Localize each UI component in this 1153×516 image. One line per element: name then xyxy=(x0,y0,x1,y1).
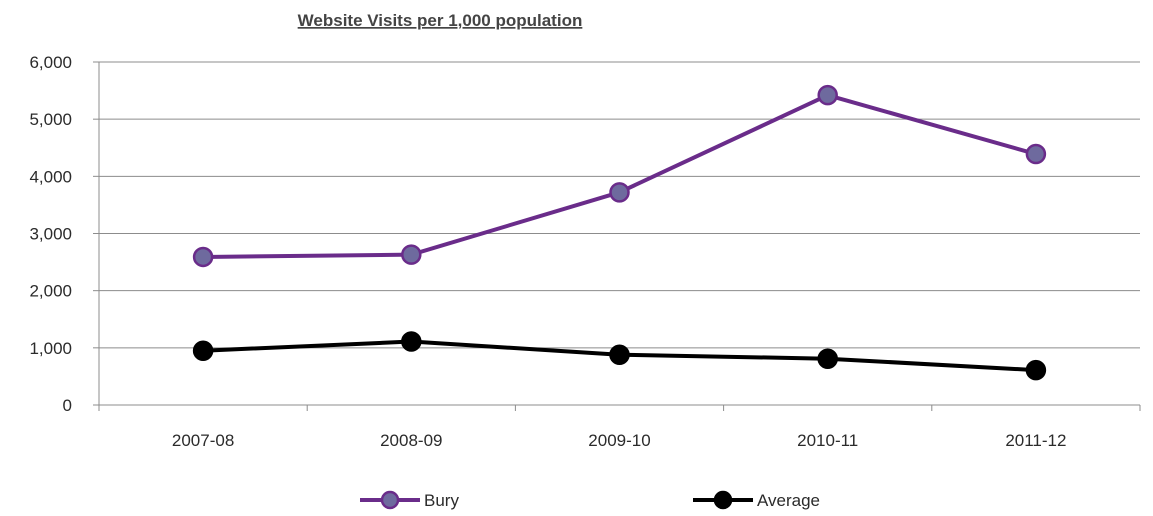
data-point xyxy=(817,84,838,106)
y-tick-label: 4,000 xyxy=(29,167,72,186)
data-point xyxy=(192,340,214,361)
x-tick-label: 2010-11 xyxy=(797,431,858,450)
axes xyxy=(93,61,1141,411)
legend-marker xyxy=(713,490,733,510)
x-axis-tick-labels: 2007-08 2008-09 2009-10 2010-11 2011-12 xyxy=(172,431,1067,450)
x-tick-label: 2007-08 xyxy=(172,431,234,450)
data-point xyxy=(609,182,630,203)
y-tick-label: 1,000 xyxy=(29,339,72,358)
gridlines xyxy=(99,61,1140,349)
x-tick-label: 2011-12 xyxy=(1005,431,1066,450)
data-point xyxy=(609,344,630,365)
data-point xyxy=(817,348,838,369)
legend-item: Bury xyxy=(360,490,459,510)
y-axis-tick-labels: 0 1,000 2,000 3,000 4,000 5,000 6,000 xyxy=(29,53,72,415)
y-tick-label: 6,000 xyxy=(29,53,72,72)
series-average xyxy=(192,331,1047,381)
chart-title: Website Visits per 1,000 population xyxy=(298,11,583,30)
y-tick-label: 3,000 xyxy=(29,225,72,244)
y-tick-label: 2,000 xyxy=(29,282,72,301)
series-lines xyxy=(192,84,1047,381)
data-point xyxy=(401,331,422,352)
y-tick-label: 5,000 xyxy=(29,110,72,129)
data-point xyxy=(192,246,214,268)
x-tick-label: 2009-10 xyxy=(588,431,650,450)
legend-item: Average xyxy=(693,490,820,510)
legend-label: Average xyxy=(757,491,820,510)
y-tick-label: 0 xyxy=(63,396,72,415)
series-bury xyxy=(192,84,1047,268)
legend-label: Bury xyxy=(424,491,459,510)
x-tick-label: 2008-09 xyxy=(380,431,442,450)
legend: Bury Average xyxy=(360,490,820,510)
legend-marker xyxy=(380,490,400,510)
data-point xyxy=(1025,143,1047,165)
data-point xyxy=(1025,359,1047,381)
data-point xyxy=(401,244,422,265)
